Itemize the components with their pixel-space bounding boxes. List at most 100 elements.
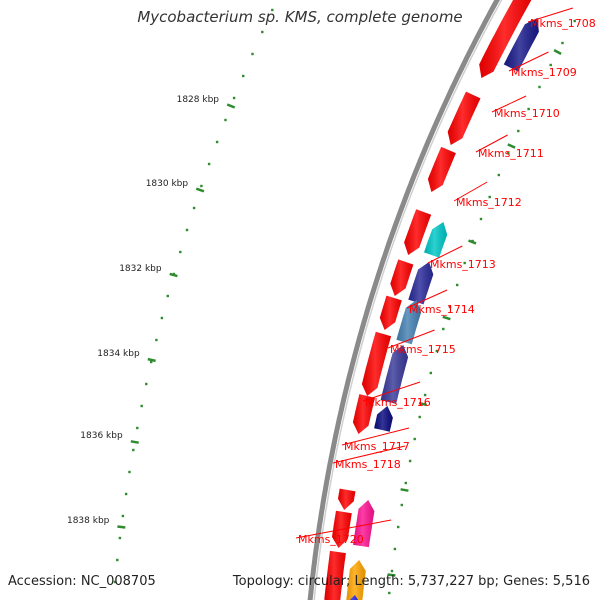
leader-mkms-1709 [508, 51, 549, 72]
gene-arrow-shade [424, 222, 448, 258]
inner-scale-dot [408, 459, 412, 463]
leader-mkms-1718 [332, 445, 406, 464]
gene-arrow-shade [404, 209, 432, 255]
gene-arrow-shade [447, 91, 481, 145]
inner-major-tick [418, 401, 427, 407]
gene-arrow-shade [479, 0, 532, 78]
gene-mkms-1712 [404, 209, 432, 255]
label-mkms-1715: Mkms_1715 [390, 343, 456, 356]
gene-arrow-shade [408, 262, 434, 305]
inner-scale-dot [404, 481, 407, 485]
inner-scale-dot [397, 525, 400, 529]
inner-scale-dot [497, 173, 500, 177]
major-tick [147, 357, 156, 363]
label-leaders [295, 7, 574, 539]
gene-arrow-shade [396, 300, 422, 345]
gene-extra-3 [361, 331, 392, 396]
gene-labels: Mkms_1708 Mkms_1709 Mkms_1710 Mkms_1711 Mkms… [298, 17, 596, 546]
scale-dot [155, 338, 158, 342]
gene-mkms-1708 [479, 0, 532, 78]
label-mkms-1710: Mkms_1710 [494, 107, 560, 120]
gene-arrow-shade [390, 259, 414, 296]
scale-dot [121, 514, 125, 518]
leader-mkms-1712 [453, 181, 488, 202]
gene-extra-6 [324, 550, 346, 600]
label-mkms-1714: Mkms_1714 [409, 303, 475, 316]
inner-scale-dot [418, 415, 421, 419]
inner-major-tick [387, 573, 396, 577]
scale-dot [261, 30, 264, 34]
scale-label: 1832 kbp [119, 264, 162, 274]
leader-mkms-1717 [341, 427, 410, 446]
scale-dot [207, 162, 211, 166]
inner-scale-dot [435, 349, 438, 353]
scale-dot [192, 206, 196, 210]
scale-dot [124, 492, 128, 496]
inner-scale-dot [538, 85, 541, 89]
backbone-ring [307, 0, 503, 600]
gene-arrow-shade [352, 394, 375, 434]
inner-scale-dot [442, 327, 445, 331]
label-mkms-1712: Mkms_1712 [456, 196, 522, 209]
gene-arrow-shade [361, 331, 392, 396]
inner-scale-dot [413, 437, 416, 441]
gene-arrow-shade [427, 146, 456, 192]
inner-major-tick [553, 49, 562, 55]
gene-arrow-shade [379, 295, 402, 330]
gene-arrow-shade [380, 345, 409, 404]
inner-scale-dot [388, 591, 391, 595]
scale-dot [136, 426, 139, 430]
scale-ticks: 1828 kbp 1830 kbp 1832 kbp 1834 kbp 1836 kbp… [67, 8, 576, 595]
gene-extra-4 [338, 488, 356, 510]
inner-major-tick [400, 488, 409, 492]
gene-extra-7 [346, 560, 366, 600]
label-mkms-1717: Mkms_1717 [344, 440, 410, 453]
leader-mkms-1714 [406, 289, 448, 309]
inner-scale-dot [400, 503, 403, 507]
gene-mkms-1716 [380, 345, 409, 404]
inner-scale-dot [549, 63, 552, 67]
leader-mkms-1708 [527, 7, 574, 23]
inner-scale-dot [561, 41, 564, 45]
gene-mkms-1714 [408, 262, 434, 305]
gene-mkms-1715 [396, 300, 422, 345]
accession-text: Accession: NC_008705 [8, 574, 156, 589]
gene-arrow-shade [324, 550, 346, 600]
inner-scale-dot [527, 107, 530, 111]
gene-mkms-1709 [503, 18, 539, 72]
scale-dot [242, 74, 245, 78]
scale-dot [200, 184, 203, 188]
leader-mkms-1715 [387, 329, 435, 349]
major-tick [169, 272, 178, 278]
inner-scale-dot [390, 569, 394, 573]
major-tick [130, 440, 139, 444]
gene-extra-2 [379, 295, 402, 330]
inner-scale-dot [573, 19, 576, 23]
inner-scale-dot [393, 547, 397, 551]
gene-arrow-shade [353, 500, 375, 548]
leader-mkms-1711 [475, 134, 508, 153]
gene-arrow-shade [346, 560, 366, 600]
gene-track [324, 0, 539, 600]
gene-mkms-1711 [427, 146, 456, 192]
gene-arrow-shade [338, 488, 356, 510]
leader-mkms-1720 [295, 519, 392, 539]
gene-extra-8 [350, 595, 359, 600]
inner-scale-dot [479, 217, 483, 221]
major-tick [195, 187, 205, 193]
scale-dot [251, 52, 254, 56]
scale-dot [185, 228, 189, 232]
scale-label: 1838 kbp [67, 516, 110, 526]
scale-dot [118, 536, 122, 540]
backbone-outer [307, 0, 500, 600]
inner-scale-dot [507, 151, 510, 155]
backbone-highlight [313, 0, 503, 600]
gene-arrow-shade [350, 595, 359, 600]
scale-dot [150, 360, 153, 364]
inner-major-tick [442, 315, 451, 321]
gene-arrow-shade [374, 406, 393, 432]
inner-major-tick [507, 143, 516, 149]
gene-mkms-1713 [424, 222, 448, 258]
label-mkms-1711: Mkms_1711 [478, 147, 544, 160]
scale-dot [128, 470, 131, 474]
